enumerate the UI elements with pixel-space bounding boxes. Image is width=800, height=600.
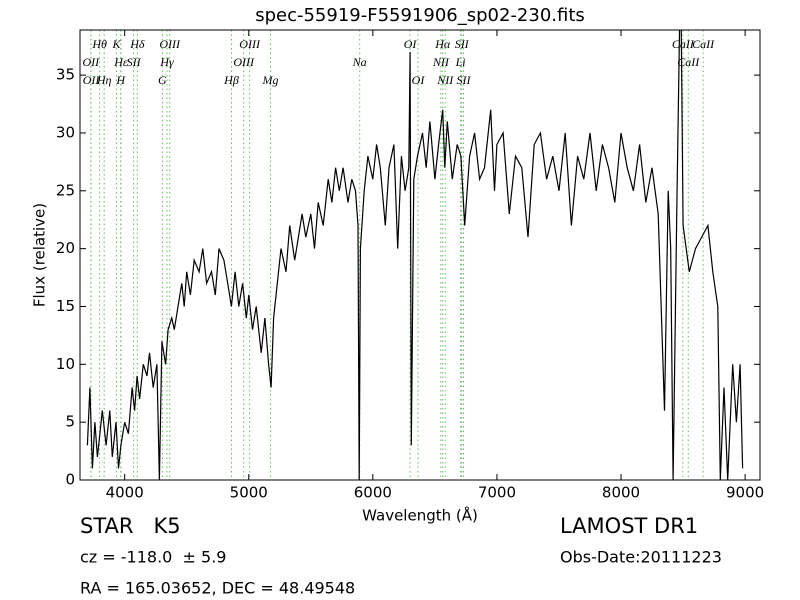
y-tick-label: 30 [56, 123, 75, 141]
y-axis-label: Flux (relative) [31, 203, 49, 307]
x-tick-label: 7000 [478, 484, 516, 502]
y-tick-label: 15 [56, 297, 75, 315]
x-tick-label: 4000 [106, 484, 144, 502]
plot-frame [79, 29, 761, 481]
line-label: Hβ [223, 73, 239, 87]
object-class: STAR K5 [80, 514, 181, 538]
line-label: NII [432, 55, 450, 69]
line-label: Mg [261, 73, 278, 87]
line-label: OI [404, 37, 418, 51]
y-tick-label: 20 [56, 239, 75, 257]
line-label: OIII [239, 37, 261, 51]
line-label: SII [457, 73, 472, 87]
line-label: OI [412, 73, 426, 87]
y-tick-label: 10 [56, 355, 75, 373]
x-axis-label: Wavelength (Å) [362, 506, 478, 525]
y-tick-label: 0 [65, 471, 75, 489]
line-label: G [158, 73, 167, 87]
plot-area [86, 30, 744, 480]
line-label: OIII [233, 55, 255, 69]
line-label: NII [436, 73, 454, 87]
line-label: SII [455, 37, 470, 51]
line-label: OIII [159, 37, 181, 51]
spectrum [86, 30, 744, 480]
line-label: Hε [113, 55, 128, 69]
survey: LAMOST DR1 [560, 514, 698, 538]
obs-date: Obs-Date:20111223 [560, 548, 722, 567]
x-tick-label: 8000 [602, 484, 640, 502]
line-label: CaII [692, 37, 715, 51]
line-label: Hδ [129, 37, 145, 51]
line-label: Li [455, 55, 466, 69]
x-tick-label: 5000 [230, 484, 268, 502]
line-label: Hη [96, 73, 112, 87]
x-tick-label: 6000 [354, 484, 392, 502]
y-tick-label: 25 [56, 181, 75, 199]
line-label: Hα [434, 37, 451, 51]
line-label: K [111, 37, 121, 51]
x-tick-label: 9000 [726, 484, 764, 502]
line-label: H [115, 73, 126, 87]
line-label: Hγ [159, 55, 174, 69]
line-label: OII [82, 55, 100, 69]
line-label: Na [352, 55, 367, 69]
line-label: CaII [672, 37, 695, 51]
line-label: Hθ [91, 37, 107, 51]
redshift: cz = -118.0 ± 5.9 [80, 548, 226, 567]
line-label: OII [83, 73, 101, 87]
coordinates: RA = 165.03652, DEC = 48.49548 [80, 579, 355, 598]
y-tick-label: 35 [56, 66, 75, 84]
line-label: CaII [677, 55, 700, 69]
chart-title: spec-55919-F5591906_sp02-230.fits [255, 5, 585, 26]
line-label: SII [127, 55, 142, 69]
y-tick-label: 5 [65, 413, 75, 431]
